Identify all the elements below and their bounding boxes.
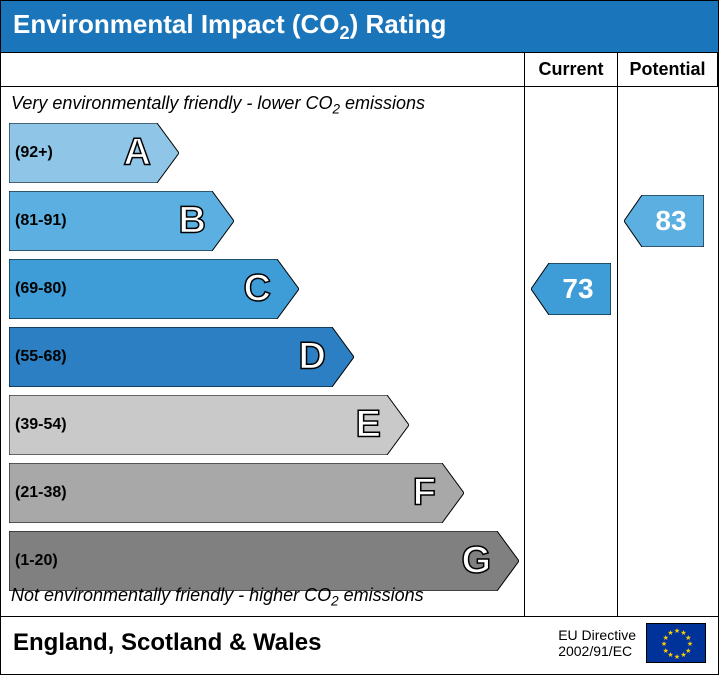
band-range: (81-91) — [9, 212, 67, 230]
band-e: (39-54) E — [1, 395, 524, 455]
band-range: (21-38) — [9, 484, 67, 502]
band-letter: A — [124, 132, 153, 175]
band-d: (55-68) D — [1, 327, 524, 387]
band-range: (39-54) — [9, 416, 67, 434]
pointer-value: 83 — [624, 195, 704, 247]
band-range: (55-68) — [9, 348, 67, 366]
band-letter: D — [299, 336, 328, 379]
title-suffix: ) Rating — [350, 9, 447, 39]
eu-flag-icon: ★★★★★★★★★★★★ — [646, 623, 706, 663]
band-letter: F — [413, 472, 438, 515]
title-bar: Environmental Impact (CO2) Rating — [1, 1, 718, 52]
band-range: (92+) — [9, 144, 53, 162]
pointer-value: 73 — [531, 263, 611, 315]
band-letter: B — [179, 200, 208, 243]
current-column: 73 — [525, 86, 618, 616]
band-f: (21-38) F — [1, 463, 524, 523]
title-sub: 2 — [340, 23, 350, 43]
caption-bottom: Not environmentally friendly - higher CO… — [1, 579, 434, 615]
band-a: (92+) A — [1, 123, 524, 183]
pointer-potential: 83 — [624, 195, 704, 247]
band-letter: E — [356, 404, 383, 447]
band-b: (81-91) B — [1, 191, 524, 251]
footer-region: England, Scotland & Wales — [13, 629, 321, 657]
band-range: (1-20) — [9, 552, 58, 570]
footer-directive: EU Directive 2002/91/EC ★★★★★★★★★★★★ — [558, 623, 706, 663]
directive-text: EU Directive 2002/91/EC — [558, 627, 636, 659]
header-potential: Potential — [618, 52, 718, 86]
header-current: Current — [525, 52, 618, 86]
title-prefix: Environmental Impact (CO — [13, 9, 340, 39]
band-range: (69-80) — [9, 280, 67, 298]
header-empty — [1, 52, 525, 86]
band-letter: C — [244, 268, 273, 311]
pointer-current: 73 — [531, 263, 611, 315]
bands-container: (92+) A (81-91) B (69-80) C (55-68) D (39-54) E (2… — [1, 123, 524, 599]
epc-ei-rating: Environmental Impact (CO2) Rating Curren… — [0, 0, 719, 675]
band-letter: G — [461, 540, 493, 583]
band-c: (69-80) C — [1, 259, 524, 319]
footer: England, Scotland & Wales EU Directive 2… — [1, 617, 718, 669]
bands-chart: Very environmentally friendly - lower CO… — [1, 86, 525, 616]
potential-column: 83 — [618, 86, 718, 616]
rating-table: Current Potential Very environmentally f… — [1, 52, 718, 617]
caption-top: Very environmentally friendly - lower CO… — [1, 87, 524, 123]
